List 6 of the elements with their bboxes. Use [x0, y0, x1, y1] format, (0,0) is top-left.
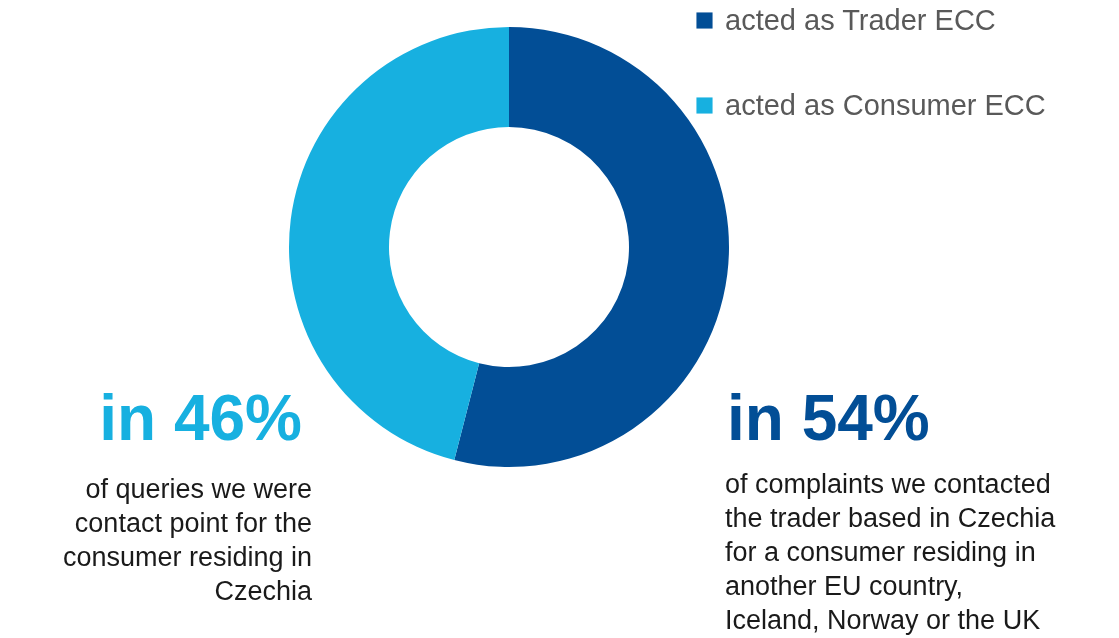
- data-label: in 54%: [727, 382, 930, 454]
- legend-label: acted as Trader ECC: [725, 3, 996, 36]
- text: of complaints we contacted the trader based in Czechia for a consumer residing in another EU country, Iceland, Norway or the UK: [725, 469, 1057, 635]
- text: of queries we were contact point for the consumer residing in Czechia: [62, 474, 313, 606]
- legend-label: acted as Consumer ECC: [725, 88, 1046, 121]
- data-label: in 46%: [99, 382, 302, 454]
